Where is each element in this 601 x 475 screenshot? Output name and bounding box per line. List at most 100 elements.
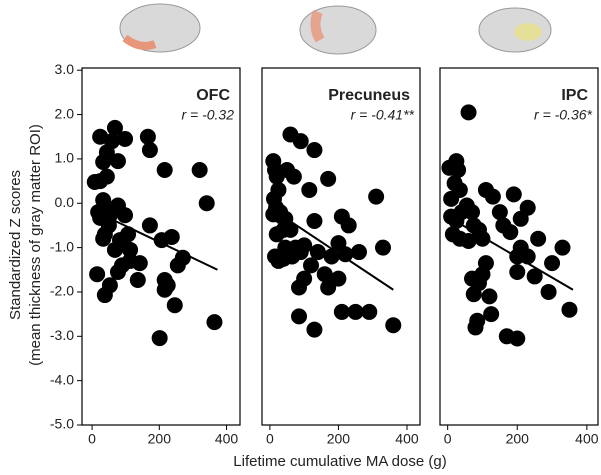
y-axis-label: Standardized Z scores <box>7 170 24 320</box>
data-point <box>292 133 309 150</box>
y-tick-label: 2.0 <box>55 105 75 121</box>
data-point <box>320 279 337 296</box>
data-point <box>519 248 536 265</box>
data-point <box>526 268 543 285</box>
data-point <box>337 246 354 263</box>
data-point <box>374 239 391 256</box>
data-point <box>451 181 468 198</box>
data-point <box>109 264 126 280</box>
data-point <box>98 168 115 185</box>
data-point <box>460 232 477 249</box>
data-point <box>117 207 134 224</box>
panel-title: OFC <box>196 87 230 104</box>
data-point <box>368 188 385 205</box>
data-point <box>333 303 350 320</box>
x-tick-label: 0 <box>266 431 274 447</box>
panel-frame <box>81 67 241 426</box>
fit-line <box>447 215 574 291</box>
data-point <box>174 249 191 266</box>
data-point <box>309 244 326 261</box>
data-point <box>385 317 402 334</box>
y-tick-label: -5.0 <box>50 416 74 432</box>
x-tick-label: 400 <box>575 431 599 447</box>
x-axis-label: Lifetime cumulative MA dose (g) <box>233 453 446 470</box>
fit-line <box>269 206 394 291</box>
panel-frame <box>261 67 421 426</box>
data-point <box>89 266 106 283</box>
data-point <box>296 270 313 287</box>
data-point <box>296 237 313 254</box>
data-point <box>120 226 137 243</box>
data-point <box>361 303 378 320</box>
brain-icon <box>299 5 377 55</box>
data-point <box>460 104 477 121</box>
data-point <box>100 217 117 234</box>
fit-line <box>91 209 218 271</box>
panel-frame <box>439 67 599 426</box>
data-point <box>464 270 481 287</box>
data-point <box>306 213 323 229</box>
data-point <box>320 170 337 187</box>
data-point <box>151 330 168 347</box>
y-tick-label: -3.0 <box>50 327 74 343</box>
x-tick-label: 400 <box>395 431 419 447</box>
x-tick-label: 0 <box>444 431 452 447</box>
correlation-annotation: r = -0.41** <box>351 107 415 123</box>
correlation-annotation: r = -0.36* <box>534 107 593 123</box>
data-point <box>484 188 501 205</box>
y-axis-label: (mean thickness of gray matter ROI) <box>27 124 44 366</box>
data-point <box>465 286 482 303</box>
y-tick-label: -1.0 <box>50 238 74 254</box>
y-tick-label: -4.0 <box>50 371 74 387</box>
data-point <box>540 283 557 300</box>
data-point <box>491 204 508 221</box>
data-point <box>306 142 323 159</box>
data-point <box>122 241 139 258</box>
data-point <box>561 301 578 318</box>
panel-title: Precuneus <box>328 87 410 104</box>
data-point <box>109 153 126 170</box>
data-point <box>141 217 158 234</box>
data-point <box>156 281 173 298</box>
data-point <box>275 250 292 267</box>
data-point <box>467 319 484 336</box>
data-point <box>481 288 498 305</box>
data-point <box>509 330 526 347</box>
data-point <box>544 255 561 272</box>
data-point <box>291 308 308 325</box>
data-point <box>340 217 357 234</box>
data-point <box>139 128 156 145</box>
data-point <box>301 181 318 198</box>
data-point <box>554 239 571 256</box>
brain-icon <box>478 7 552 53</box>
y-tick-label: 3.0 <box>55 61 75 77</box>
data-point <box>519 199 536 216</box>
data-point <box>316 266 333 283</box>
x-tick-label: 200 <box>148 431 172 447</box>
correlation-annotation: r = -0.32 <box>181 107 234 123</box>
data-point <box>129 271 146 288</box>
data-point <box>106 241 123 258</box>
data-point <box>502 224 519 241</box>
data-point <box>350 244 367 261</box>
y-tick-label: 0.0 <box>55 194 75 210</box>
data-point <box>347 303 364 320</box>
data-point <box>530 230 547 247</box>
data-point <box>103 133 120 150</box>
data-point <box>106 119 123 136</box>
brain-icon <box>119 3 201 53</box>
data-point <box>483 306 500 323</box>
y-tick-label: 1.0 <box>55 150 75 166</box>
data-point <box>206 314 223 331</box>
y-tick-label: -2.0 <box>50 283 74 299</box>
x-tick-label: 0 <box>88 431 96 447</box>
data-point <box>198 195 215 212</box>
x-tick-label: 200 <box>327 431 351 447</box>
data-point <box>163 228 180 245</box>
data-point <box>323 248 340 265</box>
data-point <box>509 264 526 280</box>
x-tick-label: 400 <box>215 431 239 447</box>
data-point <box>191 162 208 178</box>
